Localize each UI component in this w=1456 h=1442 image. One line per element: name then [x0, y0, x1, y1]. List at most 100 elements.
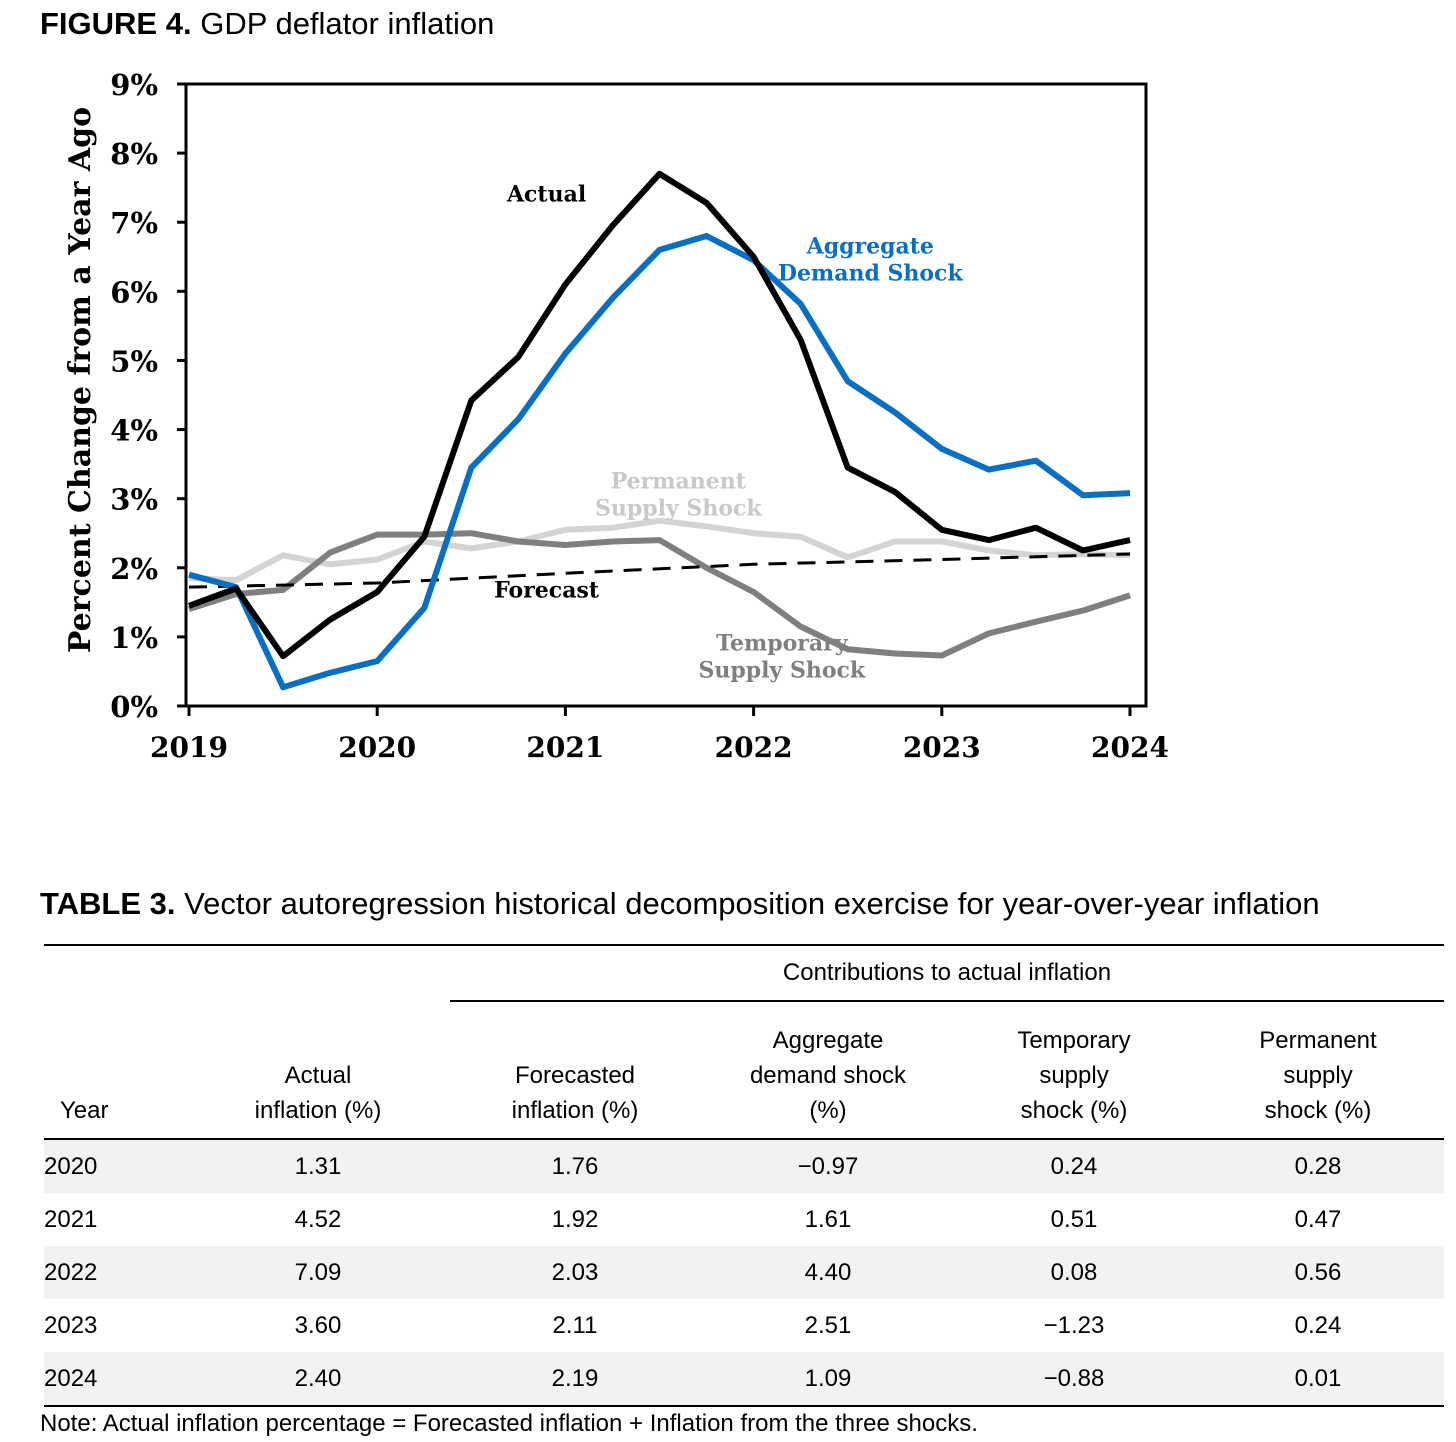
y-tick-label: 3% [110, 483, 158, 517]
table-cell: −1.23 [1043, 1311, 1105, 1339]
series-label: Temporary [716, 631, 849, 657]
y-tick-label: 6% [110, 275, 158, 309]
table-cell-year: 2020 [44, 1139, 186, 1193]
column-header: Permanent supply shock (%) [1192, 1001, 1444, 1140]
table-title: TABLE 3. Vector autoregression historica… [40, 886, 1320, 922]
x-tick-label: 2023 [903, 731, 981, 764]
series-line-permanent-supply-shock [188, 517, 1131, 584]
column-header: Aggregate demand shock (%) [700, 1001, 956, 1140]
table-cell-year: 2021 [44, 1205, 98, 1233]
series-line-forecast [188, 552, 1131, 589]
chart-lines [187, 170, 1131, 691]
table-cell: 2.51 [804, 1311, 852, 1339]
column-header-line: Actual [284, 1062, 352, 1089]
x-tick-label: 2019 [150, 731, 228, 764]
table-cell: 0.51 [1050, 1205, 1098, 1233]
column-header-line: Forecasted [514, 1062, 636, 1089]
column-header-line: inflation (%) [254, 1097, 382, 1124]
y-tick-label: 2% [110, 552, 158, 586]
table-cell: 2.11 [552, 1311, 598, 1339]
table-cell: 4.52 [294, 1205, 342, 1233]
column-header-line: shock (%) [1020, 1097, 1128, 1124]
table-note: Note: Actual inflation percentage = Fore… [40, 1410, 978, 1437]
table-body: 2020 1.31 1.76 −0.97 0.24 0.28 2021 4.52 1.92 1.6… [44, 1139, 1444, 1407]
table-row: 2023 3.60 2.11 2.51 −1.23 0.24 [44, 1299, 1444, 1352]
column-header-row: Year Actual inflation (%) Forecasted inflati… [44, 1001, 1444, 1140]
table-cell: 7.09 [186, 1246, 450, 1299]
column-header-line: Temporary [1017, 1027, 1131, 1054]
column-header-line: supply [1039, 1062, 1109, 1089]
y-axis-label: Percent Change from a Year Ago [63, 107, 98, 653]
group-header-spacer [44, 946, 450, 1001]
series-label: Supply Shock [595, 495, 762, 521]
y-tick-label: 7% [110, 206, 158, 240]
series-label: Forecast [494, 577, 600, 603]
figure-title: FIGURE 4. GDP deflator inflation [40, 6, 494, 42]
table-cell-year: 2022 [44, 1246, 186, 1299]
y-tick-label: 8% [110, 137, 158, 171]
chart-axes: 0% 1% 2% 3% 4% 5% 6% 7% 8% 9% 2019 2020 2021 2022 2023… [63, 68, 1169, 764]
column-header: Actual inflation (%) [186, 1001, 450, 1140]
y-tick-label: 5% [110, 344, 158, 378]
series-label: Actual [506, 181, 586, 207]
table-cell-year: 2024 [44, 1352, 186, 1407]
series-label: Permanent [611, 468, 747, 494]
table-cell: 0.56 [1192, 1246, 1444, 1299]
x-tick-label: 2024 [1091, 731, 1169, 764]
series-line-aggregate-demand-shock [188, 233, 1131, 691]
y-tick-label: 0% [110, 690, 158, 724]
table-label: TABLE 3. [40, 886, 176, 921]
table-row: 2024 2.40 2.19 1.09 −0.88 0.01 [44, 1352, 1444, 1407]
table-cell: −0.88 [956, 1352, 1192, 1407]
table-cell: 2.03 [450, 1246, 700, 1299]
table-cell: 0.24 [956, 1139, 1192, 1193]
column-header-line: Year [60, 1097, 109, 1124]
chart: 0% 1% 2% 3% 4% 5% 6% 7% 8% 9% 2019 2020 2021 2022 2023… [63, 68, 1169, 764]
column-header: Temporary supply shock (%) [956, 1001, 1192, 1140]
column-header-year: Year [44, 1001, 186, 1140]
group-header: Contributions to actual inflation [450, 946, 1444, 1002]
table-cell: 1.09 [700, 1352, 956, 1407]
plot-frame [184, 82, 1148, 708]
series-line-actual [187, 170, 1131, 660]
column-header-line: demand shock [749, 1062, 907, 1089]
table-cell: 0.01 [1192, 1352, 1444, 1407]
table-cell: 0.47 [1294, 1205, 1342, 1233]
table-title-text: Vector autoregression historical decompo… [184, 886, 1320, 921]
table-cell: 0.28 [1192, 1139, 1444, 1193]
x-tick-label: 2020 [338, 731, 416, 764]
column-header: Forecasted inflation (%) [450, 1001, 700, 1140]
y-tick-label: 4% [110, 414, 158, 448]
table-cell: 2.40 [186, 1352, 450, 1407]
table-cell: −0.97 [700, 1139, 956, 1193]
table-cell: 0.24 [1294, 1311, 1342, 1339]
table-cell-year: 2023 [44, 1311, 98, 1339]
table-cell: 0.08 [956, 1246, 1192, 1299]
series-label: Aggregate [806, 233, 934, 259]
series-label: Supply Shock [699, 658, 866, 684]
table-cell: 1.92 [551, 1205, 599, 1233]
table-cell: 1.31 [186, 1139, 450, 1193]
figure-title-text: GDP deflator inflation [200, 6, 495, 41]
series-line-temporary-supply-shock [188, 530, 1131, 659]
x-tick-label: 2021 [526, 731, 604, 764]
table-cell: 2.19 [450, 1352, 700, 1407]
column-header-line: shock (%) [1264, 1097, 1372, 1124]
table-cell: 1.61 [804, 1205, 852, 1233]
table-cell: 3.60 [294, 1311, 342, 1339]
column-header-line: inflation (%) [511, 1097, 639, 1124]
x-tick-label: 2022 [715, 731, 793, 764]
table-cell: 1.76 [450, 1139, 700, 1193]
table-row: 2020 1.31 1.76 −0.97 0.24 0.28 [44, 1139, 1444, 1193]
figure-label: FIGURE 4. [40, 6, 192, 41]
y-tick-label: 9% [110, 68, 158, 102]
column-header-line: supply [1283, 1062, 1353, 1089]
table-row: 2022 7.09 2.03 4.40 0.08 0.56 [44, 1246, 1444, 1299]
column-header-line: (%) [809, 1097, 847, 1124]
table-cell: 4.40 [700, 1246, 956, 1299]
table-row: 2021 4.52 1.92 1.61 0.51 0.47 [44, 1193, 1444, 1246]
decomposition-table: Contributions to actual inflation Year Ac… [44, 944, 1444, 1407]
column-header-line: Aggregate [772, 1027, 884, 1054]
y-tick-label: 1% [110, 621, 158, 655]
